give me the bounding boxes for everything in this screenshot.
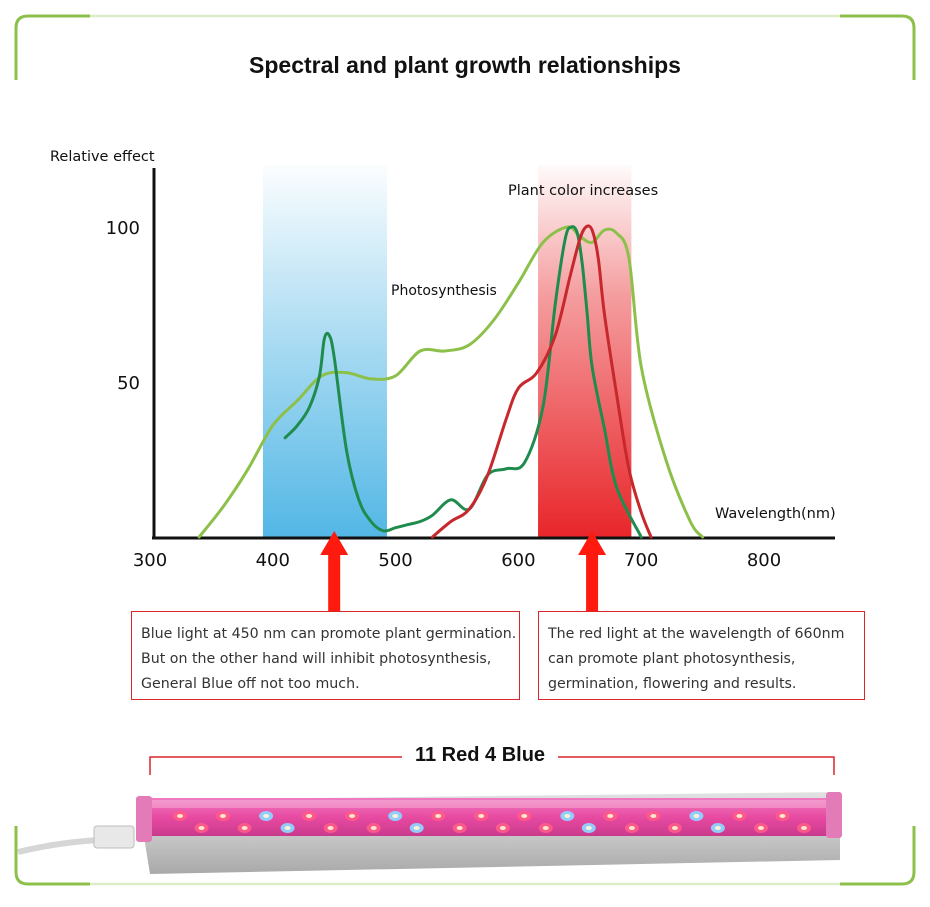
led-bead-glow [564, 814, 571, 818]
annotation-plant-color: Plant color increases [508, 183, 658, 199]
led-bead-glow [413, 826, 420, 830]
led-bead-glow [284, 826, 291, 830]
led-bead-glow [542, 826, 549, 830]
callout-line: Blue light at 450 nm can promote plant g… [141, 626, 517, 642]
chlorophyll-curve [430, 224, 653, 539]
led-bead-glow [693, 814, 700, 818]
x-tick-label: 400 [256, 550, 290, 571]
y-axis-label: Relative effect [50, 149, 155, 165]
tube-highlight [146, 800, 834, 808]
led-bead-glow [521, 814, 528, 818]
led-bead-glow [435, 814, 442, 818]
callout-line: But on the other hand will inhibit photo… [141, 651, 492, 667]
led-bead-glow [456, 826, 463, 830]
end-cap-left [136, 796, 152, 842]
cable-plug [93, 825, 135, 849]
callout-line: can promote plant photosynthesis, [548, 651, 796, 667]
callout-line: General Blue off not too much. [141, 676, 360, 692]
led-bead-glow [327, 826, 334, 830]
led-bead-glow [779, 814, 786, 818]
arrow-450nm [320, 531, 349, 611]
plant-color-curve [197, 225, 705, 539]
led-bead-glow [177, 814, 183, 818]
led-bead-glow [198, 826, 205, 830]
led-bead-glow [758, 826, 764, 830]
led-beads [173, 811, 811, 833]
callout-red-light: The red light at the wavelength of 660nm… [538, 611, 865, 700]
photosynthesis-curve [283, 225, 643, 539]
led-bead-glow [220, 814, 226, 818]
x-tick-label: 700 [624, 550, 658, 571]
x-tick-label: 800 [747, 550, 781, 571]
led-bead-glow [241, 826, 248, 830]
led-bead-glow [370, 826, 377, 830]
led-bead-glow [306, 814, 313, 818]
led-bead-glow [607, 814, 614, 818]
led-bead-glow [714, 826, 721, 830]
annotation-photosynthesis: Photosynthesis [391, 283, 497, 299]
callout-blue-light: Blue light at 450 nm can promote plant g… [131, 611, 520, 700]
led-bead-glow [628, 826, 635, 830]
led-bead-glow [585, 826, 592, 830]
led-tube-image [17, 792, 842, 874]
tube-diffuser [140, 798, 838, 836]
led-bracket [149, 756, 835, 775]
x-tick-label: 500 [378, 550, 412, 571]
x-axis-label: Wavelength(nm) [715, 506, 836, 522]
y-tick-label: 50 [117, 373, 140, 394]
red-light-band [538, 165, 632, 537]
x-tick-label: 600 [501, 550, 535, 571]
blue-light-band [262, 165, 388, 537]
end-cap-right [826, 792, 842, 838]
led-bead-glow [499, 826, 506, 830]
axes [152, 168, 835, 540]
x-tick-labels: 300 400 500 600 700 800 [133, 550, 781, 571]
arrows [320, 531, 607, 611]
page-title: Spectral and plant growth relationships [249, 52, 681, 78]
series-lines [197, 224, 705, 539]
led-bead-glow [650, 814, 657, 818]
callout-line: The red light at the wavelength of 660nm [548, 626, 845, 642]
led-count-label: 11 Red 4 Blue [402, 744, 558, 767]
led-bead-glow [478, 814, 485, 818]
led-bead-glow [671, 826, 678, 830]
led-bead-glow [349, 814, 356, 818]
y-tick-label: 100 [106, 218, 140, 239]
led-bead-glow [736, 814, 743, 818]
arrow-660nm [578, 531, 607, 611]
led-bead-glow [263, 814, 270, 818]
led-bead-glow [392, 814, 399, 818]
led-bead-glow [801, 826, 807, 830]
x-tick-label: 300 [133, 550, 167, 571]
callout-line: germination, flowering and results. [548, 676, 797, 692]
